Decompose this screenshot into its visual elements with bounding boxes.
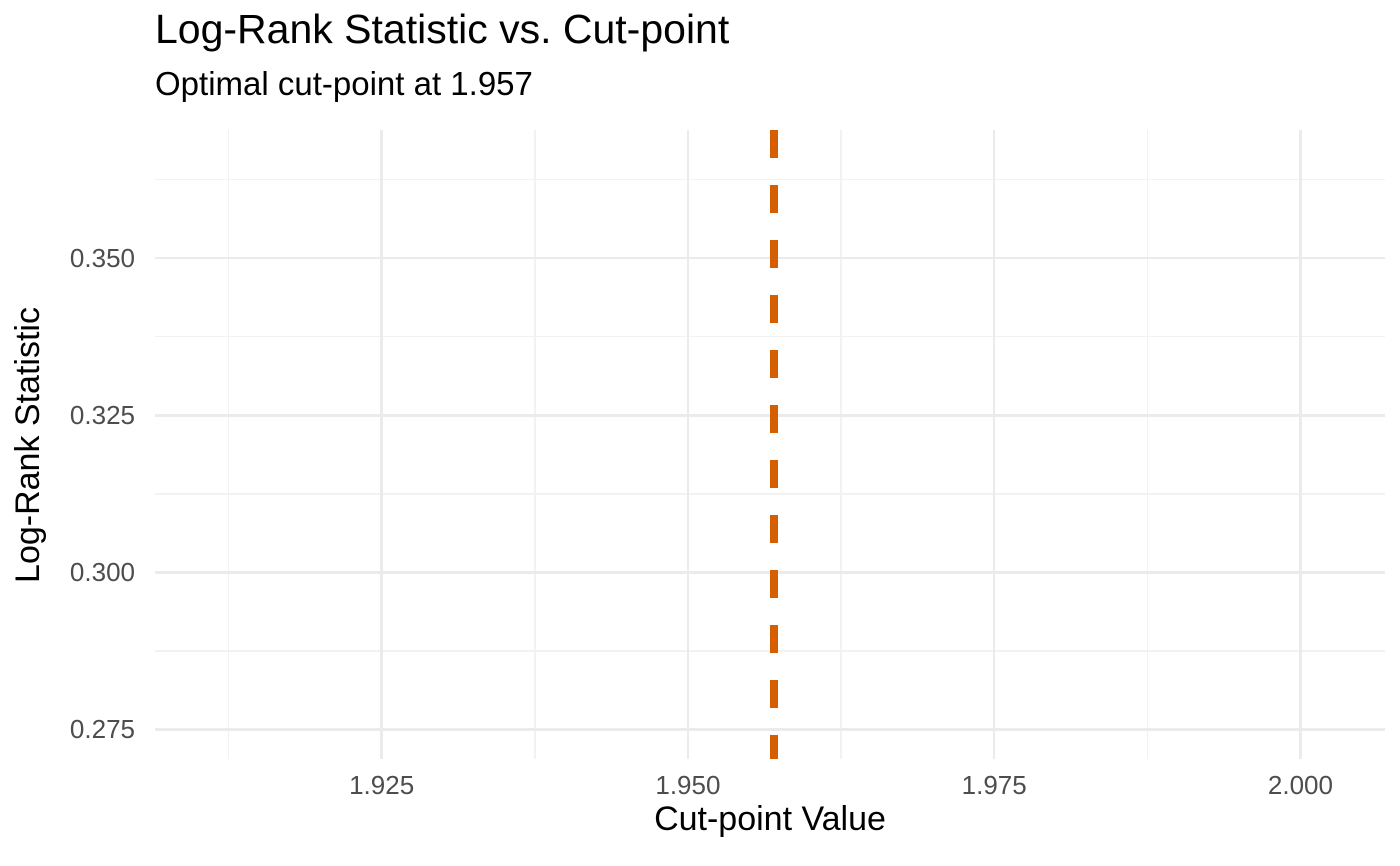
x-tick-label: 1.975 [961,770,1027,800]
gridline-major-vertical [686,130,690,759]
y-axis-title-box: Log-Rank Statistic [8,130,48,759]
gridline-major-vertical [992,130,996,759]
gridline-minor-vertical [1146,130,1149,759]
plot-panel: Cut-point Value Log-Rank Statistic 1.925… [9,130,1385,836]
y-axis-title: Log-Rank Statistic [9,306,47,583]
gridline-major-vertical [1299,130,1302,759]
x-axis-title: Cut-point Value [654,800,886,838]
chart-title: Log-Rank Statistic vs. Cut-point [155,6,730,52]
x-tick-label: 2.000 [1267,770,1333,800]
gridline-minor-vertical [534,130,536,759]
x-tick-label: 1.925 [349,770,415,800]
y-tick-label: 0.350 [69,243,135,274]
x-tick-label: 1.950 [655,770,721,800]
y-tick-label: 0.275 [69,714,135,745]
y-tick-label: 0.300 [69,557,135,588]
gridline-minor-vertical [227,130,230,759]
gridline-major-vertical [380,130,383,759]
gridline-minor-vertical [840,130,842,759]
chart-subtitle: Optimal cut-point at 1.957 [155,65,533,102]
optimal-cutpoint-line [769,130,778,759]
y-tick-label: 0.325 [69,400,135,431]
